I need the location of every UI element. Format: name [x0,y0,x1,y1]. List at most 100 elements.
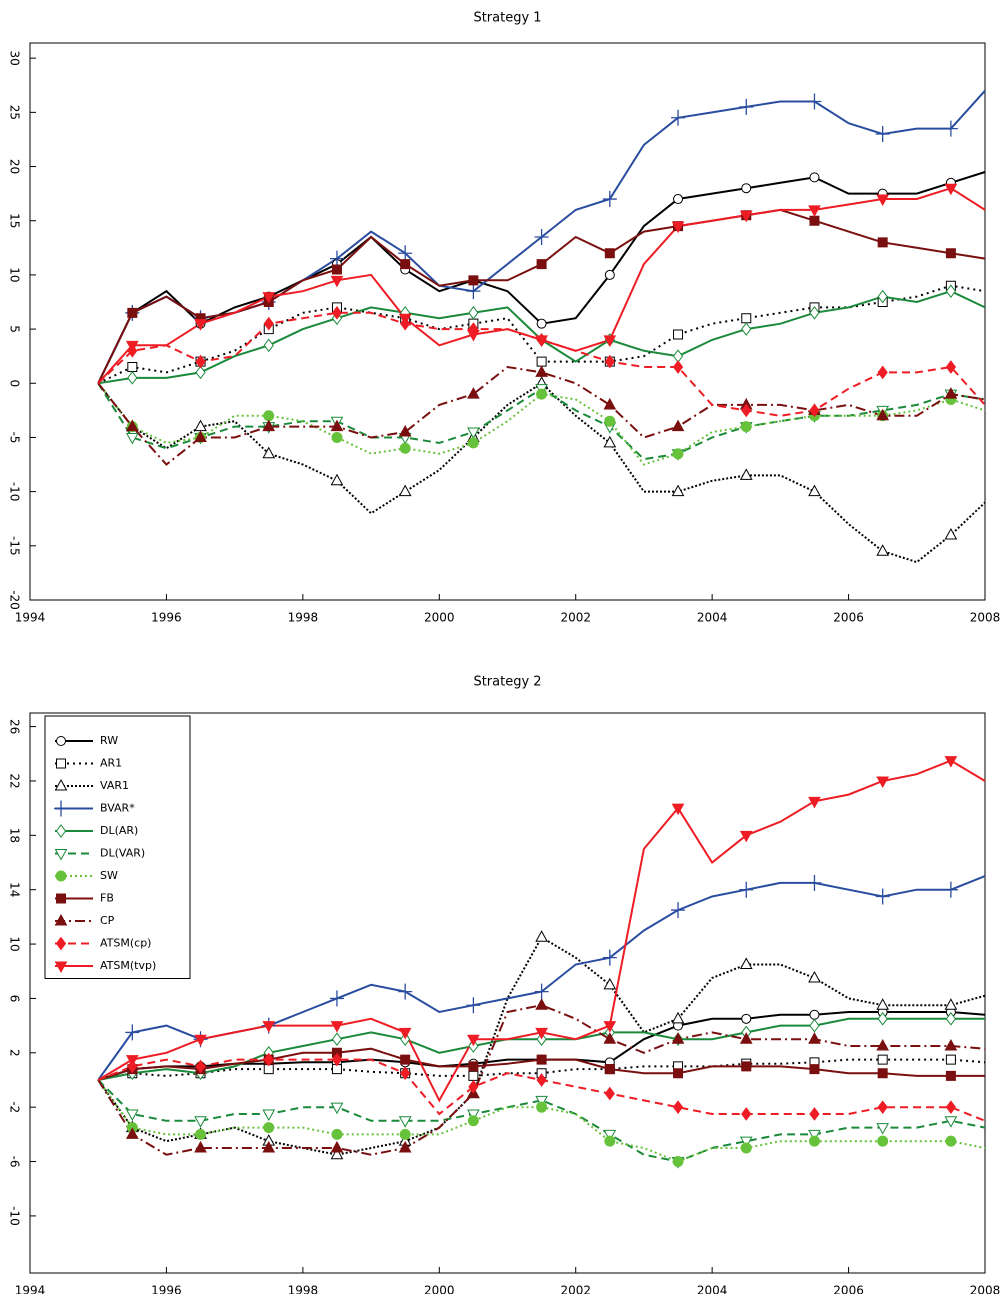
x-tick-label: 2008 [970,1284,1001,1294]
marker [945,248,956,259]
x-tick-label: 2000 [424,1284,455,1294]
marker [195,365,206,380]
legend-box [44,715,191,979]
marker [671,221,685,234]
marker [534,228,549,245]
marker [877,1068,888,1079]
marker [672,1100,684,1115]
marker [741,1107,752,1121]
marker [739,468,753,480]
marker [262,292,276,304]
marker [194,1140,207,1153]
marker [468,1079,479,1094]
marker [944,1116,958,1128]
marker [808,796,821,809]
marker [671,803,685,816]
marker [330,1140,344,1153]
marker [673,1068,684,1079]
marker [54,961,68,974]
marker [944,527,958,540]
marker [604,354,615,369]
marker [195,1059,206,1074]
marker [466,997,481,1014]
marker [54,849,68,861]
y-tick-label: 5 [8,325,22,333]
marker [741,322,752,336]
marker [807,93,822,110]
marker [331,431,343,443]
marker [741,403,752,418]
marker [876,1038,890,1051]
plot-frame [29,712,986,1274]
marker [467,1115,479,1127]
marker [535,930,548,942]
marker [55,936,67,951]
marker [398,1116,412,1128]
marker [875,126,890,143]
y-tick-label: -5 [8,431,22,443]
marker [398,245,413,262]
marker [125,1109,139,1122]
marker [604,269,615,280]
x-tick-label: 2004 [697,611,728,625]
marker [602,949,617,966]
x-tick-label: 2002 [560,611,591,625]
marker [467,387,480,399]
marker [398,484,412,497]
marker [945,360,957,374]
series-line [97,284,986,385]
marker [194,430,207,442]
marker [672,448,684,460]
marker [536,388,548,400]
marker [262,1021,276,1033]
marker [400,259,411,270]
marker [536,1054,547,1065]
marker [604,415,616,427]
marker [194,419,207,432]
marker [195,1128,207,1140]
marker [741,1061,752,1072]
legend-label: ATSM(cp) [100,937,151,950]
marker [466,283,481,300]
y-tick-label: 0 [8,379,22,387]
x-tick-label: 1996 [151,611,182,625]
marker [468,275,479,286]
marker [739,1136,753,1149]
marker [125,340,139,353]
y-tick-label: 14 [8,882,22,897]
marker [125,1024,140,1041]
marker [602,191,617,208]
marker [671,419,685,432]
y-tick-label: -20 [8,590,22,610]
marker [807,874,822,891]
marker [944,387,958,399]
marker [604,1086,615,1101]
marker [604,1135,616,1147]
marker [536,259,547,270]
marker [55,870,67,882]
marker [604,1064,615,1075]
marker [877,289,888,304]
x-tick-label: 2006 [833,1284,864,1294]
marker [329,990,344,1007]
marker [808,205,821,217]
legend-label: CP [100,914,115,927]
marker [194,1116,207,1128]
chart-title: Strategy 2 [473,675,541,690]
y-tick-label: 22 [8,773,22,788]
x-tick-label: 2000 [424,611,455,625]
x-tick-label: 1996 [151,1284,182,1294]
marker [194,319,207,331]
y-tick-label: 30 [8,51,22,66]
y-tick-label: 6 [8,995,22,1003]
marker [331,264,342,275]
marker [876,408,890,421]
marker [672,1156,684,1168]
marker [125,432,139,445]
y-tick-label: -10 [8,1206,22,1226]
marker [399,1128,411,1140]
marker [877,1011,888,1026]
x-tick-label: 1994 [15,611,46,625]
marker [808,484,821,497]
x-tick-label: 2008 [970,611,1001,625]
